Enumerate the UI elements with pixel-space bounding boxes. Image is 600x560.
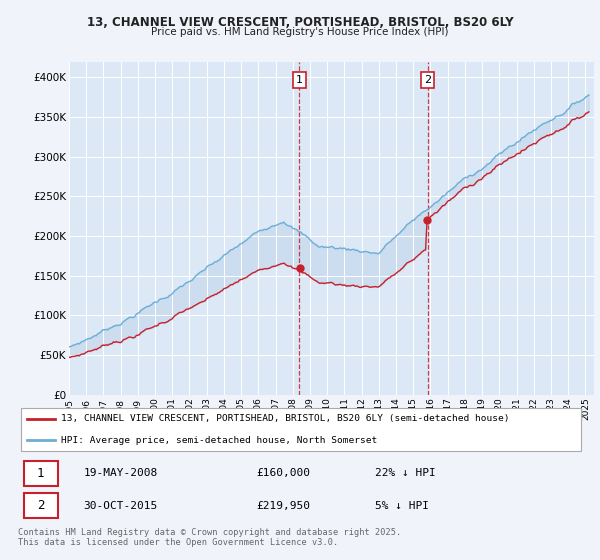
Text: 13, CHANNEL VIEW CRESCENT, PORTISHEAD, BRISTOL, BS20 6LY: 13, CHANNEL VIEW CRESCENT, PORTISHEAD, B… xyxy=(86,16,514,29)
Text: 1: 1 xyxy=(296,75,303,85)
Text: 19-MAY-2008: 19-MAY-2008 xyxy=(83,468,157,478)
Text: £160,000: £160,000 xyxy=(256,468,310,478)
FancyBboxPatch shape xyxy=(23,493,58,519)
Text: 2: 2 xyxy=(424,75,431,85)
FancyBboxPatch shape xyxy=(23,461,58,486)
Text: 5% ↓ HPI: 5% ↓ HPI xyxy=(375,501,429,511)
Text: 13, CHANNEL VIEW CRESCENT, PORTISHEAD, BRISTOL, BS20 6LY (semi-detached house): 13, CHANNEL VIEW CRESCENT, PORTISHEAD, B… xyxy=(61,414,509,423)
Text: 1: 1 xyxy=(37,467,44,480)
Text: Price paid vs. HM Land Registry's House Price Index (HPI): Price paid vs. HM Land Registry's House … xyxy=(151,27,449,37)
Text: 22% ↓ HPI: 22% ↓ HPI xyxy=(375,468,436,478)
Text: £219,950: £219,950 xyxy=(256,501,310,511)
Text: HPI: Average price, semi-detached house, North Somerset: HPI: Average price, semi-detached house,… xyxy=(61,436,377,445)
Text: Contains HM Land Registry data © Crown copyright and database right 2025.
This d: Contains HM Land Registry data © Crown c… xyxy=(18,528,401,548)
FancyBboxPatch shape xyxy=(21,408,581,451)
Text: 30-OCT-2015: 30-OCT-2015 xyxy=(83,501,157,511)
Text: 2: 2 xyxy=(37,500,44,512)
